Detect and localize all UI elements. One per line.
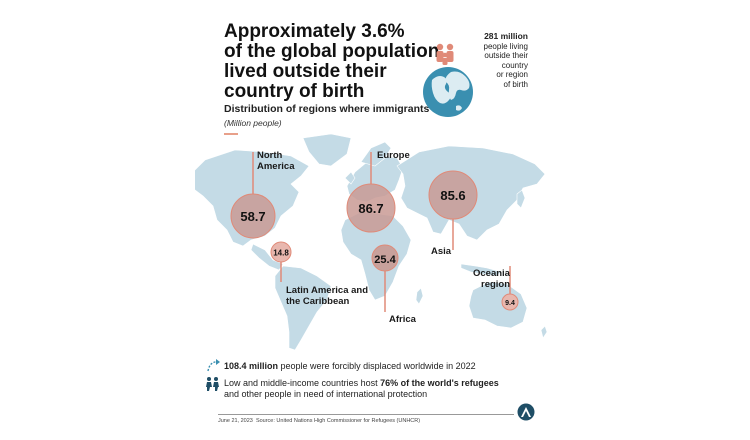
label-europe: Europe xyxy=(377,150,410,161)
label-oceania: Oceania region xyxy=(473,268,511,290)
refugees-icon xyxy=(206,377,219,391)
value-oceania: 9.4 xyxy=(505,300,515,307)
world-map: 58.7 86.7 85.6 14.8 25.4 9.4 xyxy=(195,133,548,351)
indonesia xyxy=(460,263,502,277)
madagascar xyxy=(415,287,424,305)
new-zealand xyxy=(540,325,548,339)
page-title: Approximately 3.6% of the global populat… xyxy=(224,21,440,102)
label-asia: Asia xyxy=(431,246,452,257)
displacement-arrow-icon xyxy=(207,359,220,372)
footer: June 21, 2023 Source: United Nations Hig… xyxy=(218,418,421,424)
value-north-america: 58.7 xyxy=(240,209,265,224)
australia xyxy=(468,281,528,329)
japan xyxy=(516,189,526,209)
subtitle: Distribution of regions where immigrants… xyxy=(224,103,450,115)
unit-label: (Million people) xyxy=(224,118,282,128)
note-refugees: Low and middle-income countries host 76%… xyxy=(224,378,499,399)
value-asia: 85.6 xyxy=(440,188,465,203)
greenland xyxy=(302,133,352,167)
south-america xyxy=(274,265,332,351)
value-latin-america: 14.8 xyxy=(273,249,289,258)
uk xyxy=(344,171,356,185)
divider xyxy=(224,133,238,135)
label-latin-america: Latin America and the Caribbean xyxy=(286,285,369,307)
label-africa: Africa xyxy=(389,314,416,325)
value-africa: 25.4 xyxy=(374,254,396,266)
central-america xyxy=(250,243,284,271)
note-displaced: 108.4 million people were forcibly displ… xyxy=(224,361,476,371)
family-icon xyxy=(436,43,454,65)
scandinavia xyxy=(360,141,392,167)
footer-divider xyxy=(218,414,514,415)
globe-icon xyxy=(423,43,473,117)
total-migrants-stat: 281 million people living outside their … xyxy=(483,31,528,89)
value-europe: 86.7 xyxy=(358,201,383,216)
agency-logo-icon xyxy=(517,403,535,421)
label-north-america: North America xyxy=(257,150,295,172)
